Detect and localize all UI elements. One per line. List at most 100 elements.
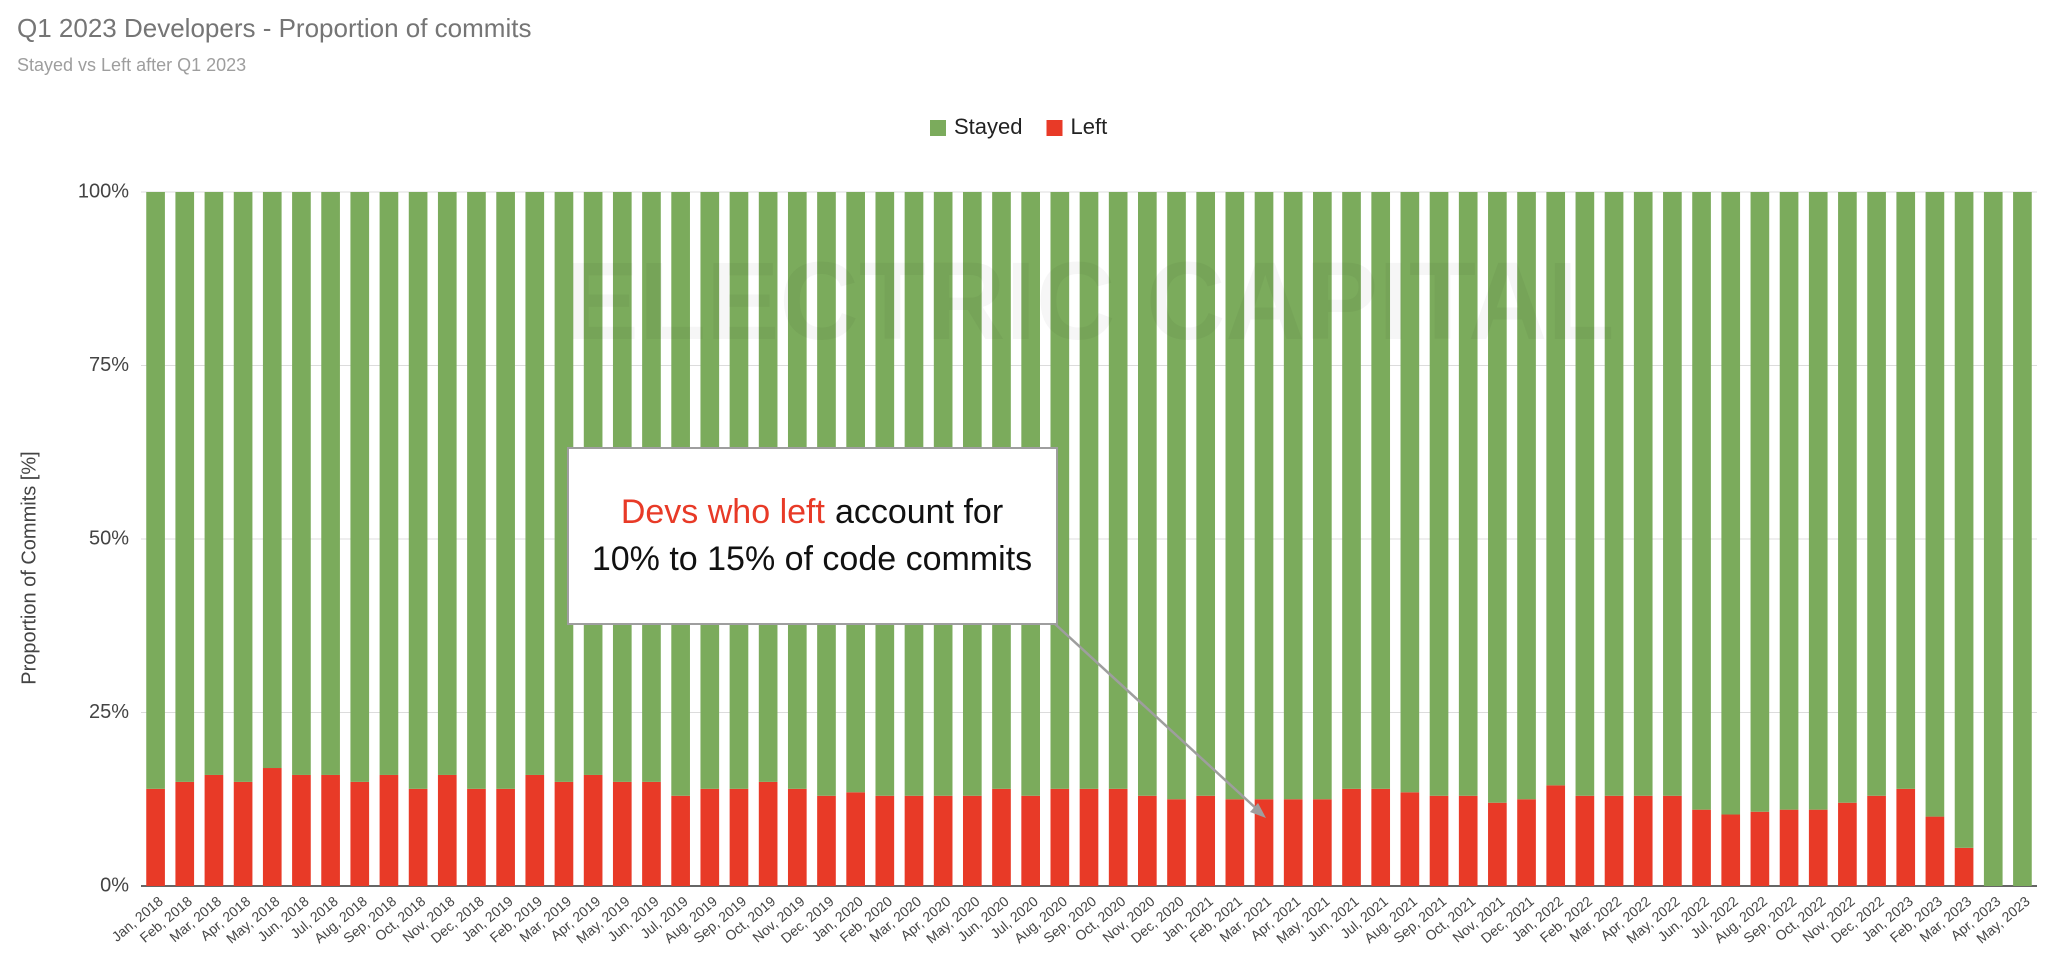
bar-segment (262, 768, 282, 886)
bar-segment (1896, 788, 1916, 886)
bar-segment (233, 192, 253, 782)
bar-segment (1546, 192, 1566, 786)
bar-segment (1283, 192, 1303, 800)
bar-segment (1400, 192, 1420, 793)
legend: Stayed Left (930, 114, 1107, 139)
bar-segment (496, 192, 515, 789)
bar-segment (1546, 785, 1566, 886)
bar-segment (467, 788, 486, 886)
bar-segment (962, 795, 982, 886)
bar-segment (1079, 788, 1099, 886)
bar-segment (846, 792, 865, 886)
bar-segment (1488, 802, 1507, 886)
bar-segment (1692, 809, 1711, 886)
bar-segment (292, 192, 311, 775)
bar-segment (1779, 192, 1799, 810)
bar-segment (292, 774, 311, 886)
legend-swatch (1046, 120, 1063, 136)
y-tick-label: 0% (100, 874, 129, 896)
bar-segment (204, 774, 224, 886)
bar-segment (1429, 192, 1449, 796)
bar-segment (408, 788, 428, 886)
bar-segment (1254, 192, 1274, 800)
bar-segment (1254, 799, 1274, 886)
bar-segment (1721, 814, 1741, 886)
bar-segment (1458, 795, 1478, 886)
bar-segment (1196, 795, 1216, 886)
bar-segment (1896, 192, 1916, 789)
bar-segment (350, 781, 370, 886)
bar-segment (1838, 802, 1857, 886)
bar-segment (204, 192, 224, 775)
bar-segment (1313, 192, 1332, 800)
bar-segment (175, 781, 195, 886)
annotation-line: Devs who left account for (621, 493, 1003, 531)
bar-segment (1313, 799, 1332, 886)
bar-segment (1721, 192, 1741, 815)
bar-segment (1663, 192, 1682, 796)
bar-segment (1692, 192, 1711, 810)
bar-segment (1750, 811, 1770, 886)
arrow-head (1250, 803, 1266, 818)
bar-segment (1458, 192, 1478, 796)
annotation-arrow (1054, 623, 1261, 813)
bar-segment (1867, 795, 1886, 886)
legend-label: Stayed (954, 114, 1023, 139)
bar-segment (700, 788, 720, 886)
y-tick-label: 25% (89, 701, 129, 723)
bar-segment (525, 192, 545, 775)
bar-segment (1925, 192, 1945, 817)
bars (146, 192, 2032, 886)
bar-segment (525, 774, 545, 886)
bar-segment (467, 192, 486, 789)
bar-segment (496, 788, 515, 886)
bar-segment (1342, 192, 1361, 789)
bar-segment (1225, 799, 1245, 886)
chart-subtitle: Stayed vs Left after Q1 2023 (17, 55, 246, 75)
bar-segment (1050, 788, 1070, 886)
bar-segment (233, 781, 253, 886)
bar-segment (1196, 192, 1216, 796)
bar-segment (992, 788, 1011, 886)
bar-segment (1108, 788, 1128, 886)
y-tick-label: 50% (89, 527, 129, 549)
bar-segment (1108, 192, 1128, 789)
bar-segment (1050, 192, 1070, 789)
bar-segment (1488, 192, 1507, 803)
bar-segment (933, 795, 953, 886)
bar-segment (1750, 192, 1770, 812)
bar-segment (1954, 847, 1974, 886)
bar-segment (875, 795, 895, 886)
bar-segment (1167, 192, 1186, 800)
bar-segment (1138, 192, 1157, 796)
annotation-text: account for (835, 493, 1003, 531)
bar-segment (817, 795, 836, 886)
bar-segment (1954, 192, 1974, 848)
legend-swatch (930, 120, 946, 136)
bar-segment (1429, 795, 1449, 886)
watermark: ELECTRIC CAPITAL (565, 240, 1614, 363)
bar-segment (1575, 795, 1595, 886)
bar-segment (1604, 192, 1624, 796)
bar-segment (1808, 192, 1828, 810)
bar-segment (1517, 192, 1536, 800)
y-tick-label: 100% (78, 180, 129, 202)
bar-segment (1167, 799, 1186, 886)
bar-segment (321, 774, 340, 886)
bar-segment (321, 192, 340, 775)
annotation-text: 10% to 15% of code commits (592, 540, 1032, 578)
bar-segment (729, 788, 749, 886)
bar-segment (642, 781, 661, 886)
bar-segment (1867, 192, 1886, 796)
bar-segment (758, 781, 778, 886)
bar-segment (1371, 788, 1391, 886)
bar-segment (1604, 795, 1624, 886)
bar-segment (1371, 192, 1391, 789)
bar-segment (146, 192, 165, 789)
bar-segment (408, 192, 428, 789)
bar-segment (1633, 192, 1653, 796)
bar-segment (1079, 192, 1099, 789)
bar-segment (1283, 799, 1303, 886)
